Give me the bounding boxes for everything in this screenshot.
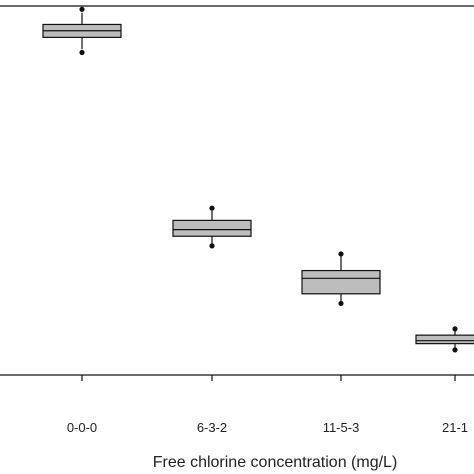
- boxes-layer: [42, 6, 474, 353]
- outlier-point: [79, 6, 85, 12]
- outlier-point: [338, 251, 344, 257]
- box-group-11-5-3: [301, 251, 381, 307]
- iqr-box: [301, 269, 381, 295]
- box-group-21-1: [415, 326, 474, 353]
- x-tick-label: 21-1: [442, 420, 468, 435]
- outlier-point: [209, 205, 215, 211]
- x-ticks-layer: 0-0-0 6-3-2 11-5-3 21-1: [67, 375, 468, 435]
- outlier-point: [209, 243, 215, 249]
- box-group-0-0-0: [42, 6, 122, 56]
- box-group-6-3-2: [172, 205, 252, 249]
- x-tick-label: 11-5-3: [323, 420, 360, 435]
- outlier-point: [79, 49, 85, 56]
- outlier-point: [452, 326, 458, 332]
- x-axis-title: Free chlorine concentration (mg/L): [153, 454, 398, 471]
- x-tick-label: 6-3-2: [197, 420, 227, 435]
- iqr-box: [415, 334, 474, 345]
- outlier-point: [452, 347, 458, 353]
- iqr-box: [172, 219, 252, 237]
- x-tick-label: 0-0-0: [67, 420, 97, 435]
- outlier-point: [338, 300, 344, 307]
